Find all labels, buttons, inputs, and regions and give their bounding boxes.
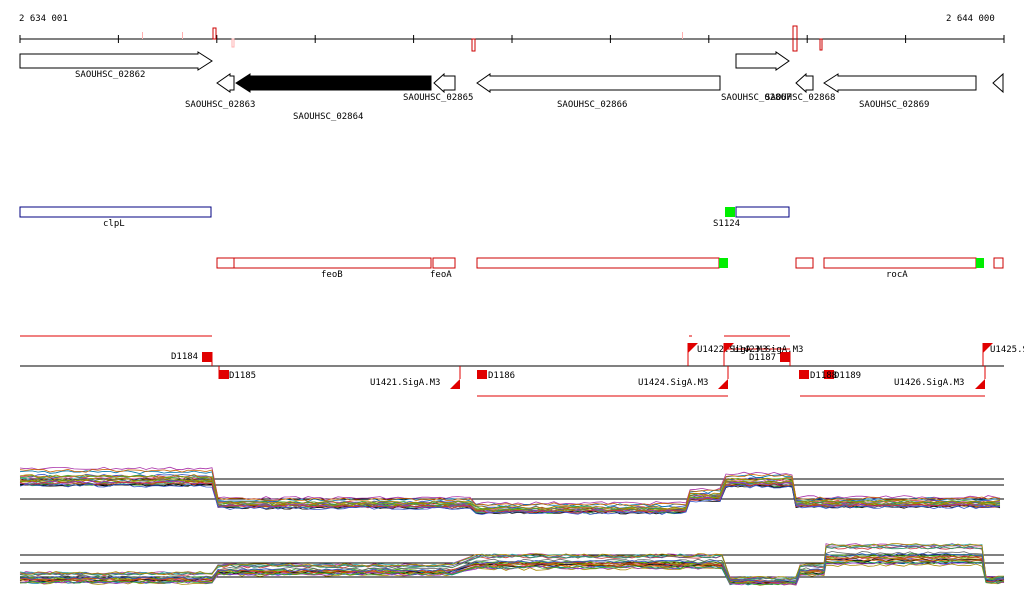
operon-track xyxy=(19,206,1004,269)
feature-label-d1188: D1188 xyxy=(810,371,838,381)
operon-rocA-highlight xyxy=(976,258,984,268)
feature-label-u1423: U1423.SigA.M3 xyxy=(733,345,804,355)
feature-mark-d1185[interactable] xyxy=(219,370,229,379)
gene-arrow-02865[interactable] xyxy=(433,72,456,94)
operon-feoB-start[interactable] xyxy=(216,257,235,269)
expression-profile-line xyxy=(19,543,1004,580)
operon-unnamed-1-highlight xyxy=(719,258,728,268)
feature-mark-d1188[interactable] xyxy=(799,370,809,379)
gene-label-02864: SAOUHSC_02864 xyxy=(293,112,364,122)
coordinate-ruler xyxy=(19,25,1005,52)
axis-start-label: 2 634 001 xyxy=(19,14,68,24)
operon-unnamed-3[interactable] xyxy=(993,257,1004,269)
gene-label-02865: SAOUHSC_02865 xyxy=(403,93,474,103)
gene-arrow-02869[interactable] xyxy=(823,73,977,93)
operon-s1124-highlight xyxy=(725,207,735,217)
expression-profile-line xyxy=(19,552,1005,583)
feature-mark-u1423[interactable] xyxy=(724,343,734,353)
operon-label-rocA: rocA xyxy=(886,270,908,280)
gene-label-02868: SAOUHSC_02868 xyxy=(765,93,836,103)
operon-label-feoA: feoA xyxy=(430,270,452,280)
operon-feoB[interactable] xyxy=(233,257,432,269)
gene-arrow-02862[interactable] xyxy=(19,51,213,71)
feature-label-d1185: D1185 xyxy=(229,371,257,381)
expression-profile-line xyxy=(19,481,1001,514)
gene-arrow-02867[interactable] xyxy=(735,51,790,71)
feature-label-u1421: U1421.SigA.M3 xyxy=(370,378,441,388)
operon-label-s1124: S1124 xyxy=(713,219,741,229)
operon-rocA[interactable] xyxy=(823,257,977,269)
feature-label-d1184: D1184 xyxy=(171,352,199,362)
expression-profile-line xyxy=(19,555,1005,583)
operon-label-feoB: feoB xyxy=(321,270,343,280)
feature-label-d1189: D1189 xyxy=(834,371,862,381)
operon-s1124[interactable] xyxy=(735,206,790,218)
ruler-markers xyxy=(142,25,823,52)
feature-track xyxy=(20,335,1004,397)
gene-arrow-partial[interactable] xyxy=(992,72,1004,94)
feature-label-u1422: U1422.SigA.M3 xyxy=(697,345,768,355)
expression-panel-1 xyxy=(19,466,1004,515)
feature-mark-u1425[interactable] xyxy=(983,343,993,353)
gene-label-02866: SAOUHSC_02866 xyxy=(557,100,628,110)
expression-profile-line xyxy=(19,546,1005,581)
gene-arrow-02866[interactable] xyxy=(476,73,721,93)
feature-mark-d1187[interactable] xyxy=(780,352,790,362)
feature-mark-d1184[interactable] xyxy=(202,352,212,362)
expression-profile-line xyxy=(19,563,1005,586)
feature-mark-d1186[interactable] xyxy=(477,370,487,379)
feature-label-u1425: U1425.SigA.M3 xyxy=(990,345,1024,355)
operon-unnamed-2[interactable] xyxy=(795,257,814,269)
gene-arrow-02868[interactable] xyxy=(795,72,814,94)
gene-track xyxy=(19,51,1004,94)
expression-profile-line xyxy=(19,560,1005,586)
expression-profile-line xyxy=(19,545,1005,581)
expression-profile-line xyxy=(19,483,1001,515)
feature-label-u1426: U1426.SigA.M3 xyxy=(894,378,965,388)
gene-label-02869: SAOUHSC_02869 xyxy=(859,100,930,110)
feature-label-d1186: D1186 xyxy=(488,371,516,381)
feature-mark-d1189[interactable] xyxy=(824,370,834,379)
operon-clpL[interactable] xyxy=(19,206,212,218)
gene-arrow-02863[interactable] xyxy=(216,73,235,93)
expression-profile-line xyxy=(19,468,1001,507)
feature-mark-u1424[interactable] xyxy=(718,379,728,389)
axis-end-label: 2 644 000 xyxy=(946,14,995,24)
feature-mark-u1426[interactable] xyxy=(975,379,985,389)
expression-profile-line xyxy=(19,474,1001,510)
feature-label-u1424: U1424.SigA.M3 xyxy=(638,378,709,388)
feature-mark-u1421[interactable] xyxy=(450,379,460,389)
feature-mark-u1422[interactable] xyxy=(688,343,698,353)
expression-panel-2 xyxy=(19,543,1005,586)
gene-arrow-02864[interactable] xyxy=(235,73,432,93)
operon-label-clpL: clpL xyxy=(103,219,125,229)
operon-unnamed-1[interactable] xyxy=(476,257,720,269)
gene-label-02863: SAOUHSC_02863 xyxy=(185,100,256,110)
operon-feoA[interactable] xyxy=(432,257,456,269)
feature-label-d1187: D1187 xyxy=(749,353,777,363)
gene-label-02862: SAOUHSC_02862 xyxy=(75,70,146,80)
gene-label-02867: SAOUHSC_02867 xyxy=(721,93,792,103)
